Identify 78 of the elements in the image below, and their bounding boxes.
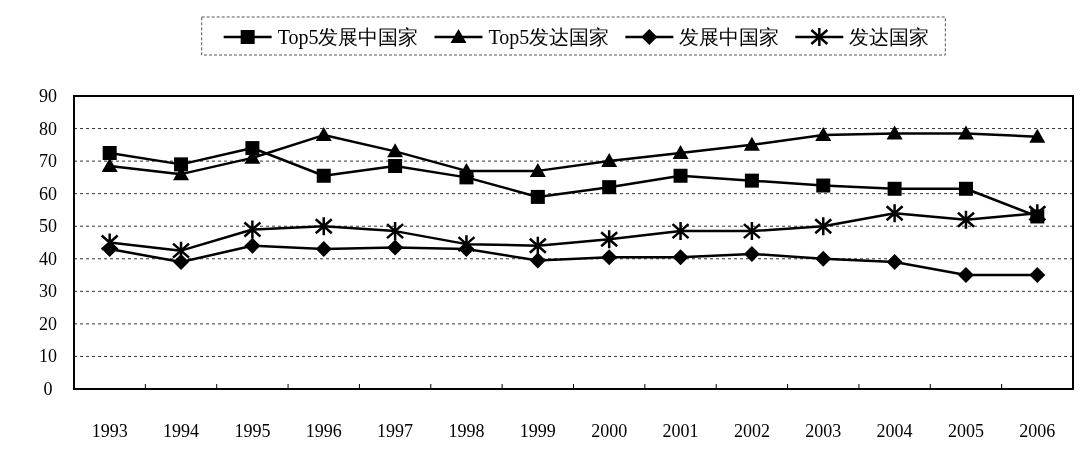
point bbox=[602, 180, 617, 195]
x-tick-label: 2001 bbox=[662, 421, 699, 441]
point bbox=[388, 158, 403, 173]
point bbox=[174, 157, 189, 172]
point bbox=[316, 168, 331, 183]
point bbox=[671, 220, 690, 242]
point bbox=[673, 168, 688, 183]
point bbox=[1029, 128, 1046, 143]
y-tick-label: 70 bbox=[39, 151, 57, 172]
x-tick-label: 1999 bbox=[519, 421, 556, 441]
x-tick-label: 1998 bbox=[448, 421, 485, 441]
x-tick-label: 1995 bbox=[234, 421, 271, 441]
y-tick-label: 50 bbox=[39, 216, 57, 237]
point bbox=[314, 215, 333, 237]
y-tick-label: 60 bbox=[39, 183, 57, 204]
point bbox=[957, 267, 974, 284]
point bbox=[100, 232, 119, 253]
x-tick-label: 1994 bbox=[163, 421, 200, 441]
point bbox=[601, 249, 618, 266]
x-tick-label: 2004 bbox=[876, 421, 913, 441]
x-tick-label: 1997 bbox=[377, 421, 414, 441]
point bbox=[245, 141, 260, 156]
point bbox=[816, 178, 831, 193]
y-tick-label: 0 bbox=[43, 379, 53, 399]
point bbox=[244, 237, 261, 254]
point bbox=[102, 145, 117, 160]
point bbox=[1029, 267, 1046, 284]
point bbox=[243, 219, 262, 240]
x-tick-label: 2006 bbox=[1019, 421, 1056, 441]
y-tick-label: 30 bbox=[39, 281, 57, 302]
point bbox=[957, 125, 974, 140]
point bbox=[887, 181, 902, 196]
legend-label: Top5发展中国家 bbox=[277, 26, 419, 49]
point bbox=[458, 162, 475, 177]
point bbox=[530, 189, 545, 204]
point bbox=[529, 162, 546, 177]
point bbox=[956, 209, 976, 230]
y-tick-label: 20 bbox=[39, 313, 57, 334]
y-tick-label: 10 bbox=[39, 346, 57, 367]
x-tick-label: 2005 bbox=[947, 421, 984, 441]
point bbox=[529, 252, 546, 269]
point bbox=[743, 136, 760, 151]
point bbox=[672, 249, 689, 266]
point bbox=[672, 144, 689, 159]
point bbox=[173, 254, 190, 271]
x-tick-label: 1993 bbox=[91, 421, 128, 441]
point bbox=[101, 157, 118, 172]
point bbox=[528, 235, 548, 257]
point bbox=[886, 254, 903, 271]
x-tick-label: 2002 bbox=[733, 421, 770, 441]
point bbox=[886, 125, 903, 140]
point bbox=[315, 127, 332, 142]
x-tick-label: 1996 bbox=[305, 421, 342, 441]
point bbox=[958, 181, 973, 196]
point bbox=[385, 220, 405, 242]
point bbox=[744, 173, 759, 188]
point bbox=[743, 245, 760, 262]
point bbox=[601, 153, 618, 168]
point bbox=[315, 241, 332, 258]
legend-label: Top5发达国家 bbox=[488, 26, 610, 49]
x-tick-label: 2000 bbox=[591, 421, 628, 441]
point bbox=[171, 240, 191, 261]
legend-label: 发展中国家 bbox=[679, 26, 780, 48]
point bbox=[815, 250, 832, 267]
legend-label: 发达国家 bbox=[849, 26, 930, 48]
point bbox=[457, 233, 476, 255]
y-tick-label: 40 bbox=[39, 248, 57, 269]
point bbox=[742, 220, 762, 242]
y-tick-label: 90 bbox=[39, 86, 57, 106]
point bbox=[885, 202, 904, 224]
point bbox=[1028, 202, 1047, 224]
x-tick-label: 2003 bbox=[805, 421, 842, 441]
point bbox=[387, 239, 404, 256]
y-tick-label: 80 bbox=[39, 118, 57, 139]
point bbox=[387, 143, 404, 158]
point bbox=[599, 228, 619, 250]
point bbox=[814, 215, 833, 237]
point bbox=[815, 127, 832, 142]
